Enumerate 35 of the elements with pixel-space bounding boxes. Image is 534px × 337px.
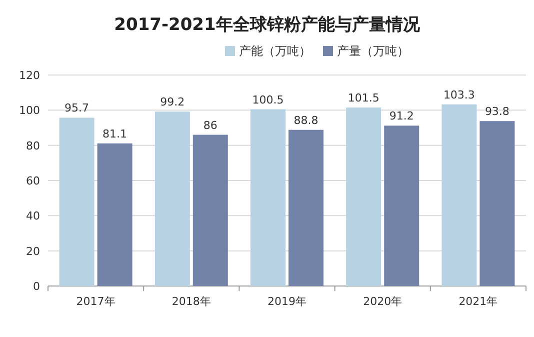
bar — [97, 143, 132, 286]
data-label: 91.2 — [389, 110, 414, 123]
bar — [480, 121, 515, 286]
bar — [346, 108, 382, 286]
legend-label: 产能（万吨） — [239, 44, 311, 58]
bar — [442, 104, 477, 286]
bar — [59, 118, 94, 286]
x-tick-label: 2019年 — [268, 295, 306, 308]
data-label: 93.8 — [484, 105, 510, 118]
y-tick-label: 120 — [19, 69, 40, 82]
bar — [192, 134, 228, 286]
data-label: 95.7 — [64, 102, 90, 115]
data-label: 101.5 — [348, 92, 380, 105]
y-tick-label: 0 — [33, 280, 40, 293]
y-tick-label: 80 — [26, 139, 40, 152]
y-tick-label: 100 — [19, 104, 40, 118]
bar — [288, 130, 324, 286]
data-label: 99.2 — [160, 96, 185, 109]
x-tick-label: 2018年 — [172, 295, 211, 308]
data-label: 103.3 — [443, 88, 475, 102]
x-tick-label: 2020年 — [363, 295, 402, 308]
data-label: 88.8 — [294, 114, 318, 127]
y-tick-label: 40 — [26, 210, 40, 223]
y-tick-label: 20 — [26, 244, 40, 258]
chart-title: 2017-2021年全球锌粉产能与产量情况 — [114, 15, 421, 35]
legend-label: 产量（万吨） — [337, 44, 409, 58]
data-label: 100.5 — [252, 93, 284, 106]
data-label: 86 — [203, 118, 218, 132]
bar — [250, 109, 286, 286]
y-tick-label: 60 — [26, 174, 40, 188]
data-label: 81.1 — [102, 127, 128, 140]
bar — [384, 126, 420, 286]
x-tick-label: 2017年 — [76, 295, 116, 308]
x-tick-label: 2021年 — [458, 295, 498, 308]
bar — [154, 112, 190, 286]
